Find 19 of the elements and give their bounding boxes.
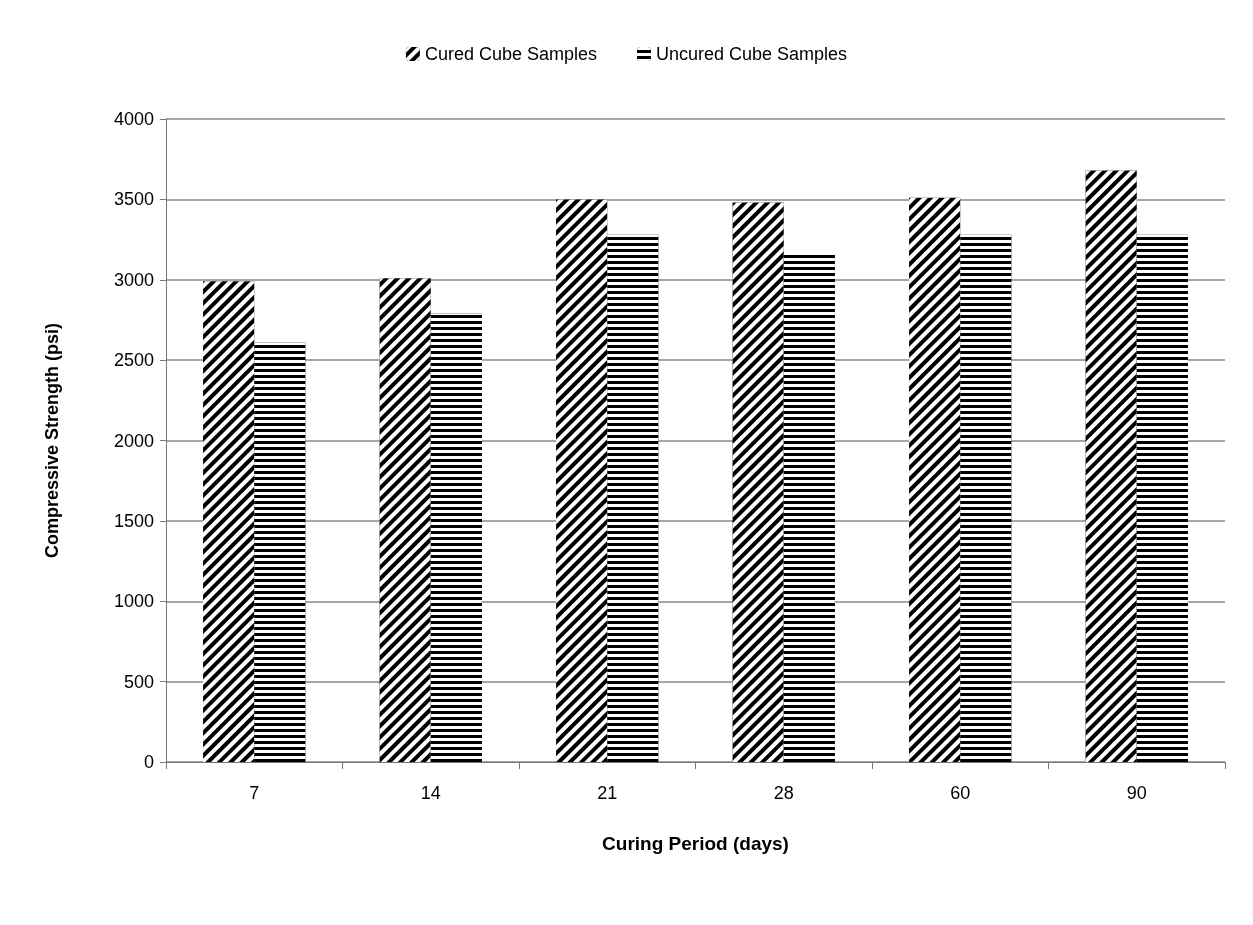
y-tick-label: 3500 bbox=[113, 189, 154, 210]
legend-label: Cured Cube Samples bbox=[424, 44, 597, 64]
y-axis-title: Compressive Strength (psi) bbox=[42, 322, 62, 559]
x-tick-label: 60 bbox=[950, 783, 971, 803]
y-tick-label: 0 bbox=[143, 752, 154, 772]
y-tick-label: 4000 bbox=[113, 109, 154, 129]
x-tick-label: 7 bbox=[249, 783, 260, 803]
x-tick-label: 28 bbox=[773, 783, 794, 803]
y-tick-label: 2500 bbox=[113, 350, 154, 371]
x-tick-label: 14 bbox=[420, 783, 441, 803]
y-tick-label: 2000 bbox=[113, 430, 154, 451]
x-tick-label: 21 bbox=[597, 783, 618, 803]
y-tick-label: 3000 bbox=[113, 269, 154, 290]
x-tick-label: 90 bbox=[1126, 783, 1147, 803]
y-tick-label: 1500 bbox=[113, 510, 154, 531]
x-axis-title: Curing Period (days) bbox=[602, 833, 789, 854]
y-tick-label: 1000 bbox=[113, 591, 154, 612]
legend-label: Uncured Cube Samples bbox=[655, 44, 848, 64]
y-tick-label: 500 bbox=[123, 671, 154, 692]
